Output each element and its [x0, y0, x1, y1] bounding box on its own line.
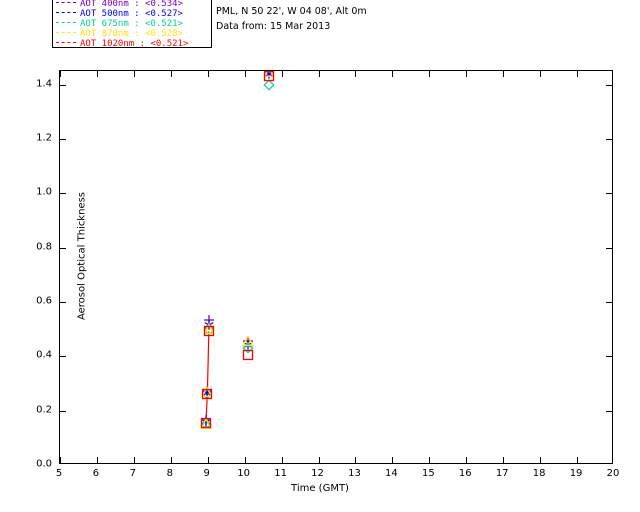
x-tick-label: 6	[92, 468, 100, 479]
x-tick-label: 16	[458, 468, 472, 479]
x-tick-label: 12	[311, 468, 324, 479]
x-tick-label: 19	[569, 468, 583, 479]
x-tick-label: 17	[495, 468, 509, 479]
plot-area	[59, 70, 613, 464]
chart-title-block: PML, N 50 22', W 04 08', Alt 0m Data fro…	[216, 4, 367, 34]
y-tick-label: 1.4	[36, 78, 52, 90]
x-axis-tick-top	[207, 71, 209, 77]
x-axis-tick-top	[540, 71, 542, 77]
x-axis-tick	[281, 457, 283, 463]
x-axis-tick	[392, 457, 394, 463]
x-tick-label: 14	[385, 468, 398, 479]
legend: AOT 400nm : <0.534> AOT 500nm : <0.527> AO…	[52, 0, 212, 48]
legend-line-swatch-icon	[56, 32, 76, 33]
series-connecting-line	[205, 331, 210, 423]
legend-line-swatch-icon	[56, 2, 76, 3]
y-axis-tick-right	[606, 247, 612, 249]
x-tick-label: 20	[606, 468, 620, 479]
legend-line-swatch-icon	[56, 12, 76, 13]
x-axis-tick-top	[577, 71, 579, 77]
x-axis-tick	[60, 457, 61, 463]
y-tick-label: 0.6	[36, 295, 52, 307]
x-axis-tick-top	[429, 71, 431, 77]
x-axis-tick	[540, 457, 542, 463]
y-tick-label: 0.4	[36, 349, 52, 361]
plot-canvas	[60, 71, 612, 463]
x-tick-label: 15	[421, 468, 435, 479]
y-axis-tick	[60, 410, 66, 412]
x-tick-label: 5	[55, 468, 63, 479]
y-axis-tick-right	[606, 301, 612, 303]
x-tick-label: 13	[348, 468, 361, 479]
legend-item-label: AOT 400nm : <0.534>	[80, 0, 183, 9]
legend-item-1020nm: AOT 1020nm : <0.521>	[53, 39, 211, 48]
legend-line-swatch-icon	[56, 42, 76, 43]
x-axis-tick-top	[60, 71, 61, 77]
x-tick-label: 11	[274, 468, 287, 479]
y-axis-tick	[60, 301, 66, 303]
data-date: Data from: 15 Mar 2013	[216, 21, 331, 32]
x-axis-tick	[577, 457, 579, 463]
y-tick-label: 0.8	[36, 241, 52, 253]
legend-item-500nm: AOT 500nm : <0.527>	[53, 9, 211, 19]
y-tick-label: 0.2	[36, 404, 52, 416]
legend-item-870nm: AOT 870nm : <0.528>	[53, 29, 211, 39]
y-axis-tick	[60, 84, 66, 86]
x-tick-label: 8	[166, 468, 173, 479]
x-axis-tick	[96, 457, 98, 463]
x-tick-label: 7	[129, 468, 137, 479]
x-axis-tick-top	[170, 71, 172, 77]
y-axis-tick-right	[606, 138, 612, 140]
x-axis-tick-top	[281, 71, 283, 77]
x-axis-tick	[207, 457, 209, 463]
x-axis-tick-top	[392, 71, 394, 77]
x-tick-label: 9	[203, 468, 210, 479]
y-axis-tick	[60, 138, 66, 140]
x-axis-tick-top	[466, 71, 468, 77]
legend-item-label: AOT 870nm : <0.528>	[80, 29, 183, 39]
x-axis-tick	[318, 457, 320, 463]
x-tick-label: 10	[237, 468, 251, 479]
legend-line-swatch-icon	[56, 22, 76, 23]
x-axis-tick-top	[133, 71, 135, 77]
y-axis-tick-right	[606, 193, 612, 195]
y-axis-tick-right	[606, 410, 612, 412]
legend-item-label: AOT 500nm : <0.527>	[80, 9, 183, 19]
legend-item-400nm: AOT 400nm : <0.534>	[53, 0, 211, 9]
y-tick-label: 1.2	[36, 132, 52, 144]
y-tick-label: 1.0	[36, 186, 52, 198]
x-axis-tick	[466, 457, 468, 463]
x-axis-tick	[133, 457, 135, 463]
y-axis-tick-right	[606, 356, 612, 358]
y-tick-labels: 0.0 0.2 0.4 0.6 0.8 1.0 1.2 1.4	[0, 0, 52, 512]
x-axis-tick	[429, 457, 431, 463]
x-axis-tick	[170, 457, 172, 463]
x-axis-tick-top	[355, 71, 357, 77]
y-axis-tick	[60, 247, 66, 249]
x-tick-label: 18	[532, 468, 546, 479]
x-axis-tick	[355, 457, 357, 463]
x-axis-tick-top	[318, 71, 320, 77]
x-axis-title: Time (GMT)	[291, 483, 349, 494]
station-title: PML, N 50 22', W 04 08', Alt 0m	[216, 6, 367, 17]
x-axis-tick-top	[244, 71, 246, 77]
x-axis-tick	[503, 457, 505, 463]
x-axis-tick	[244, 457, 246, 463]
x-axis-tick-top	[96, 71, 98, 77]
legend-item-label: AOT 1020nm : <0.521>	[80, 39, 189, 48]
y-axis-tick	[60, 193, 66, 195]
y-axis-tick-right	[606, 84, 612, 86]
x-axis-tick-top	[503, 71, 505, 77]
y-axis-tick	[60, 356, 66, 358]
y-tick-label: 0.0	[36, 458, 52, 470]
legend-item-675nm: AOT 675nm : <0.521>	[53, 19, 211, 29]
legend-item-label: AOT 675nm : <0.521>	[80, 19, 183, 29]
